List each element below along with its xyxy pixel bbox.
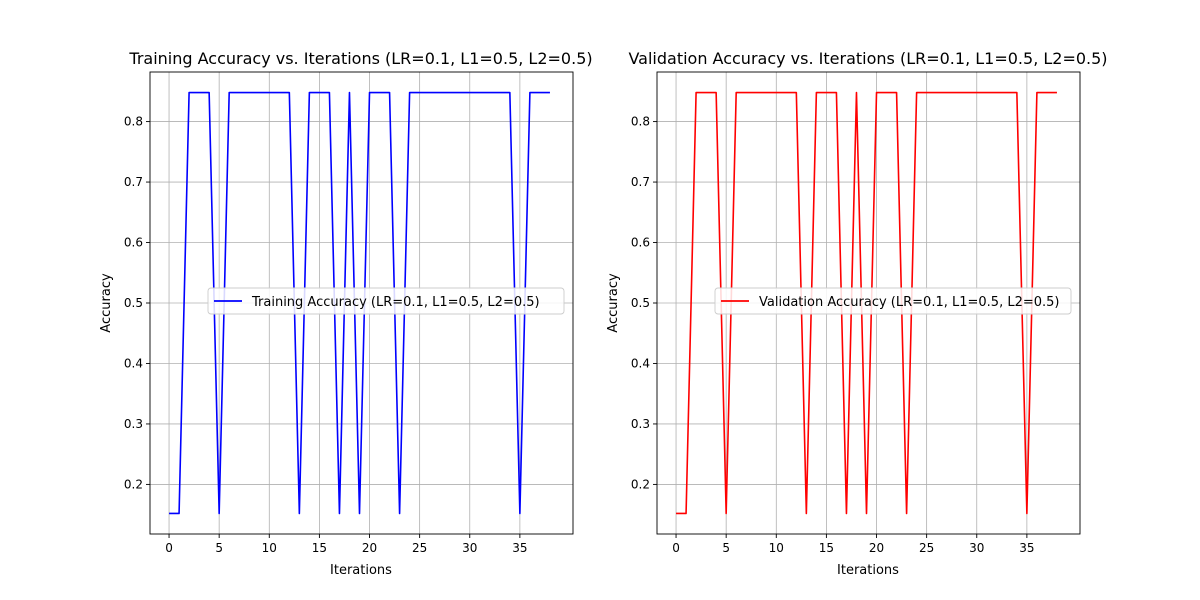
validation-y-tick-label: 0.6 — [631, 236, 650, 250]
validation-x-tick-label: 35 — [1019, 541, 1034, 555]
validation-y-tick-label: 0.5 — [631, 296, 650, 310]
validation-legend-label: Validation Accuracy (LR=0.1, L1=0.5, L2=… — [759, 295, 1060, 310]
training-y-tick-label: 0.2 — [124, 477, 143, 491]
validation-y-tick-label: 0.7 — [631, 175, 650, 189]
training-x-tick-label: 35 — [512, 541, 527, 555]
training-y-tick-label: 0.3 — [124, 417, 143, 431]
validation-y-tick-label: 0.8 — [631, 115, 650, 129]
validation-x-tick-label: 25 — [919, 541, 934, 555]
validation-y-axis-label: Accuracy — [606, 273, 621, 333]
subplot-training: Training Accuracy vs. Iterations (LR=0.1… — [99, 49, 593, 578]
training-x-axis-label: Iterations — [330, 563, 392, 578]
training-series-line — [169, 91, 550, 515]
training-legend-label: Training Accuracy (LR=0.1, L1=0.5, L2=0.… — [251, 295, 540, 310]
validation-legend-box — [714, 287, 1072, 315]
validation-chart-title: Validation Accuracy vs. Iterations (LR=0… — [628, 49, 1107, 68]
validation-y-tick-label: 0.3 — [631, 417, 650, 431]
training-chart-title: Training Accuracy vs. Iterations (LR=0.1… — [128, 49, 592, 68]
training-x-tick-label: 15 — [312, 541, 327, 555]
training-y-tick-label: 0.7 — [124, 175, 143, 189]
validation-x-axis-label: Iterations — [837, 563, 899, 578]
subplot-validation: Validation Accuracy vs. Iterations (LR=0… — [606, 49, 1108, 578]
training-y-tick-label: 0.4 — [124, 356, 143, 370]
training-x-tick-label: 0 — [165, 541, 173, 555]
training-x-tick-label: 25 — [412, 541, 427, 555]
training-y-tick-label: 0.5 — [124, 296, 143, 310]
training-y-tick-label: 0.6 — [124, 236, 143, 250]
validation-y-tick-label: 0.2 — [631, 477, 650, 491]
training-legend-box — [207, 287, 565, 315]
validation-x-tick-label: 0 — [672, 541, 680, 555]
validation-x-tick-label: 10 — [769, 541, 784, 555]
validation-series-line — [676, 91, 1057, 515]
validation-x-tick-label: 30 — [969, 541, 984, 555]
training-x-tick-label: 30 — [462, 541, 477, 555]
training-x-tick-label: 10 — [262, 541, 277, 555]
training-x-tick-label: 20 — [362, 541, 377, 555]
validation-y-tick-label: 0.4 — [631, 356, 650, 370]
validation-x-tick-label: 20 — [869, 541, 884, 555]
validation-x-tick-label: 5 — [722, 541, 730, 555]
training-y-tick-label: 0.8 — [124, 115, 143, 129]
training-y-axis-label: Accuracy — [99, 273, 114, 333]
validation-x-tick-label: 15 — [819, 541, 834, 555]
training-x-tick-label: 5 — [215, 541, 223, 555]
